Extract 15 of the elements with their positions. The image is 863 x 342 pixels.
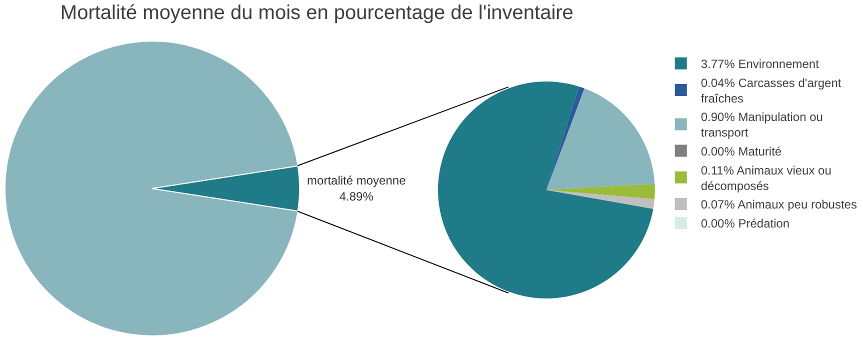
pie-slice [546, 88, 655, 190]
legend-label: 3.77% Environnement [700, 57, 820, 72]
legend-label: 0.00% Prédation [700, 216, 790, 231]
legend-label: 0.07% Animaux peu robustes [700, 198, 857, 212]
legend-label: 0.00% Maturité [700, 144, 782, 158]
data-label: 4.89% [339, 189, 374, 204]
pie-slice [4, 40, 298, 336]
pie-slice [546, 86, 584, 190]
chart-title: Mortalité moyenne du mois en pourcentage de l'inventaire [60, 2, 574, 24]
pie-slice [546, 190, 655, 209]
legend-label: 0.90% Manipulation ou transport [700, 110, 823, 140]
slice-label: mortalité moyenne [307, 174, 406, 188]
pie-slice [438, 82, 654, 298]
legend-label: 0.11% Animaux vieux ou décomposés [700, 163, 832, 193]
legend-label: 0.04% Carcasses d'argent fraîches [700, 76, 842, 106]
